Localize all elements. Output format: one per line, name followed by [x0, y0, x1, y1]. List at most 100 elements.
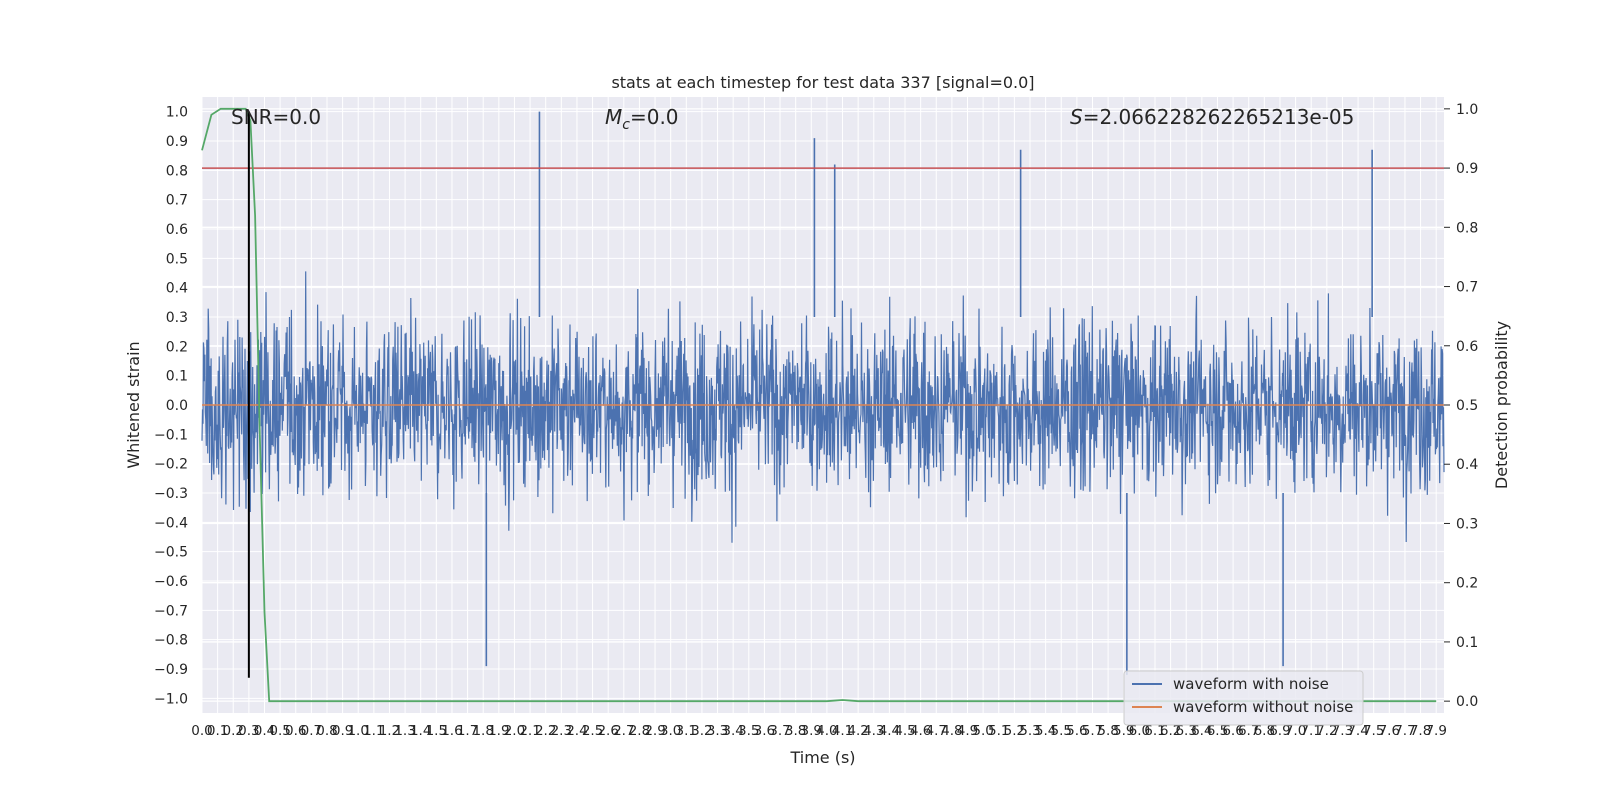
x-tick-label: 7.3 [1332, 723, 1353, 739]
x-tick-label: 4.0 [816, 723, 837, 739]
y-tick-label: 1.0 [166, 105, 188, 121]
y-tick-label-right: 0.7 [1456, 280, 1478, 296]
y-tick-label-right: 0.9 [1456, 161, 1478, 177]
x-tick-label: 0.9 [332, 723, 353, 739]
x-tick-label: 7.1 [1300, 723, 1321, 739]
y-tick-label: −0.4 [154, 515, 188, 531]
y-tick-label: 0.9 [166, 134, 188, 150]
y-tick-label: 0.3 [166, 310, 188, 326]
x-tick-label: 4.9 [957, 723, 978, 739]
x-tick-label: 1.7 [457, 723, 478, 739]
legend: waveform with noise waveform without noi… [1123, 670, 1364, 726]
y-tick-label-right: 0.3 [1456, 516, 1478, 532]
x-tick-label: 0.1 [207, 723, 228, 739]
y-tick-label: −0.1 [154, 427, 188, 443]
x-tick-label: 7.2 [1316, 723, 1337, 739]
y-tick-label-right: 0.8 [1456, 220, 1478, 236]
x-tick-label: 3.4 [722, 723, 743, 739]
x-tick-label: 7.0 [1285, 723, 1306, 739]
x-tick-label: 7.4 [1347, 723, 1368, 739]
x-tick-label: 2.9 [644, 723, 665, 739]
x-tick-label: 1.2 [379, 723, 400, 739]
x-tick-label: 2.2 [535, 723, 556, 739]
x-tick-label: 4.8 [941, 723, 962, 739]
x-tick-label: 5.4 [1035, 723, 1056, 739]
x-tick-label: 3.3 [707, 723, 728, 739]
x-tick-label: 0.4 [254, 723, 275, 739]
x-tick-label: 3.6 [754, 723, 775, 739]
x-tick-label: 3.7 [769, 723, 790, 739]
y-tick-label: 0.0 [166, 398, 188, 414]
x-tick-label: 6.7 [1238, 723, 1259, 739]
x-tick-label: 0.6 [285, 723, 306, 739]
y-tick-label: 0.1 [166, 369, 188, 385]
chirp-mass-value: =0.0 [630, 105, 679, 129]
x-tick-label: 2.7 [613, 723, 634, 739]
y-tick-label: 0.2 [166, 339, 188, 355]
x-tick-label: 3.9 [801, 723, 822, 739]
chirp-mass-annotation: Mc=0.0 [605, 105, 679, 133]
x-tick-label: 6.2 [1160, 723, 1181, 739]
x-tick-label: 3.8 [785, 723, 806, 739]
y-tick-label-right: 0.4 [1456, 457, 1478, 473]
x-tick-label: 0.8 [316, 723, 337, 739]
legend-label-noise: waveform with noise [1173, 675, 1329, 693]
y-tick-label-right: 0.2 [1456, 576, 1478, 592]
x-tick-label: 4.7 [926, 723, 947, 739]
x-tick-label: 2.8 [629, 723, 650, 739]
x-tick-label: 5.2 [1004, 723, 1025, 739]
x-tick-label: 2.3 [551, 723, 572, 739]
x-tick-label: 6.0 [1129, 723, 1150, 739]
chirp-mass-symbol: M [605, 105, 622, 129]
x-tick-label: 5.3 [1019, 723, 1040, 739]
y-tick-label-right: 0.1 [1456, 635, 1478, 651]
waveform-with-noise-line [201, 271, 1445, 543]
y-axis-label-left: Whitened strain [124, 341, 143, 468]
y-tick-label: 0.5 [166, 251, 188, 267]
x-tick-label: 1.3 [394, 723, 415, 739]
x-tick-label: 2.4 [566, 723, 587, 739]
y-tick-label-right: 0.5 [1456, 398, 1478, 414]
x-tick-label: 1.1 [363, 723, 384, 739]
s-annotation: S=2.066228262265213e-05 [1070, 105, 1354, 129]
x-tick-label: 2.1 [519, 723, 540, 739]
y-tick-label-right: 1.0 [1456, 102, 1478, 118]
x-tick-label: 3.2 [691, 723, 712, 739]
x-axis-ticks: 0.00.10.20.30.40.50.60.70.80.91.01.11.21… [191, 723, 1447, 739]
x-tick-label: 5.9 [1113, 723, 1134, 739]
x-tick-label: 4.5 [894, 723, 915, 739]
x-tick-label: 6.3 [1175, 723, 1196, 739]
x-tick-label: 2.0 [504, 723, 525, 739]
x-tick-label: 1.6 [441, 723, 462, 739]
y-axis-ticks-left: 1.0 0.9 0.8 0.7 0.6 0.5 0.4 0.3 0.2 0.1 0.0 −0.1 −0.… [154, 105, 188, 708]
y-tick-label: 0.8 [166, 163, 188, 179]
y-tick-label: 0.4 [166, 281, 188, 297]
x-tick-label: 2.6 [597, 723, 618, 739]
x-tick-label: 5.8 [1097, 723, 1118, 739]
x-tick-label: 1.0 [347, 723, 368, 739]
x-tick-label: 4.6 [910, 723, 931, 739]
x-tick-label: 6.9 [1269, 723, 1290, 739]
x-tick-label: 0.2 [223, 723, 244, 739]
x-tick-label: 6.8 [1254, 723, 1275, 739]
x-tick-label: 7.7 [1394, 723, 1415, 739]
y-tick-label: −0.2 [154, 457, 188, 473]
series-waveform-with-noise [201, 111, 1445, 675]
x-tick-label: 4.2 [847, 723, 868, 739]
x-tick-label: 1.4 [410, 723, 431, 739]
y-tick-label: −0.6 [154, 574, 188, 590]
y-axis-ticks-right: 1.0 0.9 0.8 0.7 0.6 0.5 0.4 0.3 0.2 0.1 0.0 [1444, 102, 1478, 710]
x-tick-label: 5.1 [988, 723, 1009, 739]
x-tick-label: 7.5 [1363, 723, 1384, 739]
snr-annotation: SNR=0.0 [231, 105, 321, 129]
x-tick-label: 0.5 [269, 723, 290, 739]
y-tick-label: −1.0 [154, 691, 188, 707]
x-tick-label: 5.5 [1051, 723, 1072, 739]
legend-label-clean: waveform without noise [1173, 698, 1353, 716]
s-value: =2.066228262265213e-05 [1083, 105, 1355, 129]
x-tick-label: 7.9 [1425, 723, 1446, 739]
y-tick-label: −0.9 [154, 662, 188, 678]
y-tick-label: 0.6 [166, 222, 188, 238]
